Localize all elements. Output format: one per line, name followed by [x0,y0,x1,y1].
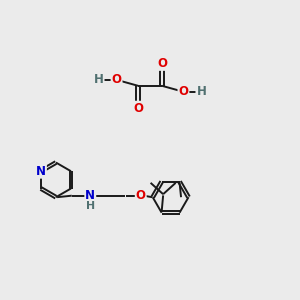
Text: O: O [112,73,122,86]
Text: H: H [86,201,95,211]
Text: N: N [36,165,46,178]
Text: N: N [85,189,95,202]
Text: O: O [178,85,188,98]
Text: O: O [133,102,143,115]
Text: O: O [157,57,167,70]
Text: H: H [196,85,206,98]
Text: H: H [94,73,103,86]
Text: O: O [136,189,146,202]
